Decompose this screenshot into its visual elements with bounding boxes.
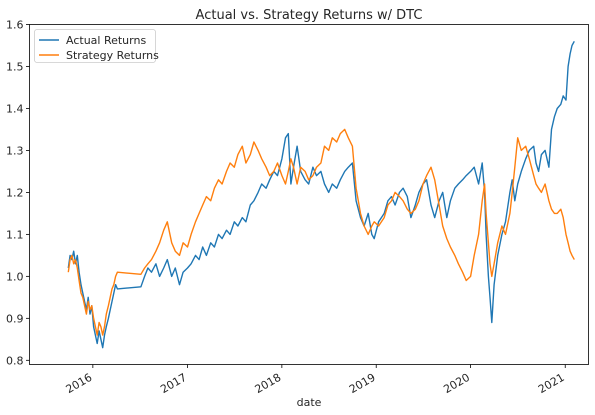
y-tick-label: 1.5 [6,60,24,73]
series-line-1 [67,128,575,336]
y-tick-label: 1.4 [6,102,24,115]
y-tick-label: 1.1 [6,228,24,241]
y-tick-label: 0.9 [6,312,24,325]
y-tick-label: 1.3 [6,144,24,157]
legend-label-0: Actual Returns [66,34,146,47]
x-axis-label: date [297,396,322,409]
y-axis-ticks: 0.8 0.9 1.0 1.1 1.2 1.3 1.4 1.5 1.6 [6,19,30,367]
y-tick-label: 0.8 [6,354,24,367]
chart-title: Actual vs. Strategy Returns w/ DTC [196,8,423,23]
y-tick-label: 1.2 [6,186,24,199]
plot-frame [29,24,589,365]
y-tick-label: 1.0 [6,270,24,283]
legend: Actual Returns Strategy Returns [34,29,159,63]
series-layer [67,40,575,349]
legend-box [34,29,156,63]
series-line-0 [67,40,575,349]
y-tick-label: 1.6 [6,19,24,32]
legend-label-1: Strategy Returns [66,49,159,62]
